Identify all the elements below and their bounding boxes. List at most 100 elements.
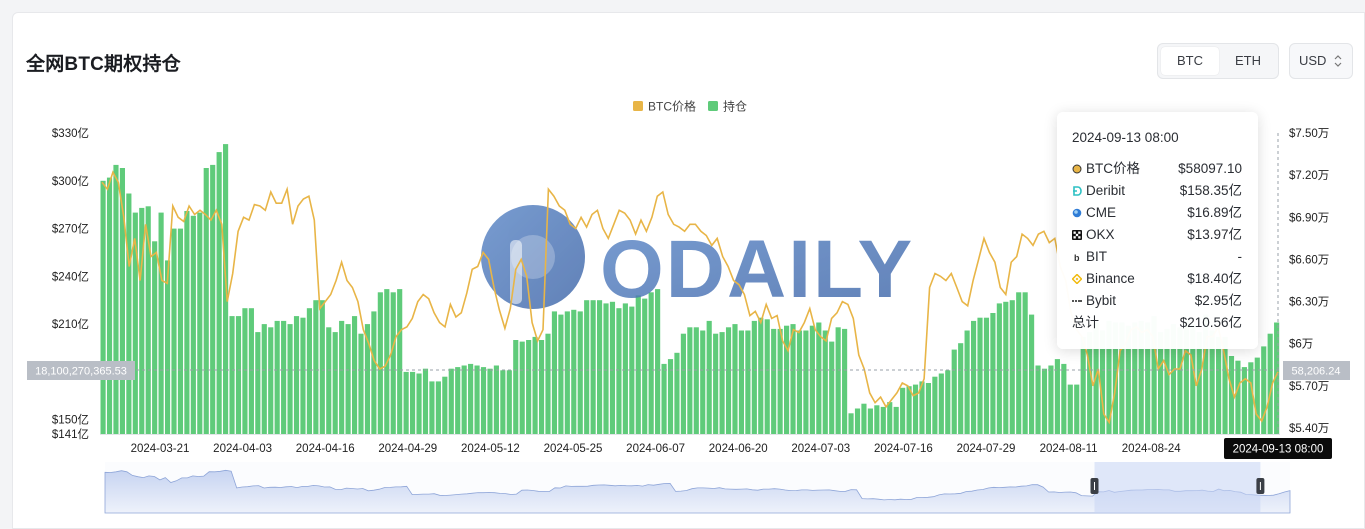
oi-bar: [990, 313, 996, 434]
tooltip-row: 总计 $210.56亿: [1072, 312, 1242, 334]
oi-bar: [461, 365, 467, 434]
oi-bar: [848, 413, 854, 434]
oi-bar: [377, 292, 383, 434]
svg-text:ODAILY: ODAILY: [600, 224, 914, 315]
navigator-selection[interactable]: [1094, 462, 1261, 513]
asset-option-eth[interactable]: ETH: [1235, 53, 1261, 68]
svg-text:b: b: [1074, 253, 1080, 262]
oi-bar: [358, 333, 364, 434]
oi-bar: [900, 387, 906, 434]
oi-bar: [919, 381, 925, 434]
oi-bar: [1248, 362, 1254, 434]
x-axis-tick: 2024-05-25: [544, 443, 603, 455]
right-axis-tick: $6.60万: [1289, 254, 1329, 266]
tooltip-row-label: Deribit: [1072, 180, 1125, 202]
oi-bar: [474, 365, 480, 434]
range-navigator[interactable]: [104, 462, 1291, 514]
oi-bar: [1132, 322, 1138, 434]
oi-bar: [1009, 300, 1015, 434]
tooltip-row: Deribit $158.35亿: [1072, 180, 1242, 202]
crosshair-left-readout-box: [27, 361, 135, 380]
currency-select[interactable]: USD: [1289, 43, 1353, 79]
chart-tooltip: 2024-09-13 08:00 BTC价格 $58097.10 Deribit $1…: [1057, 112, 1258, 349]
oi-bar: [1074, 384, 1080, 434]
oi-bar: [313, 300, 319, 434]
oi-bar: [713, 333, 719, 434]
tooltip-row-value: $158.35亿: [1179, 183, 1242, 198]
oi-bar: [1029, 314, 1035, 434]
oi-bar: [771, 328, 777, 434]
right-axis-tick: $6万: [1289, 339, 1313, 351]
legend-label-1[interactable]: 持仓: [723, 99, 747, 114]
oi-bar: [745, 330, 751, 434]
tooltip-row-label-text: Binance: [1086, 271, 1135, 286]
oi-bar: [584, 300, 590, 434]
oi-bar: [784, 325, 790, 434]
oi-bar: [203, 168, 209, 434]
oi-bar: [1145, 322, 1151, 434]
oi-bar: [551, 311, 558, 434]
oi-bar: [880, 406, 886, 434]
oi-bar: [255, 332, 261, 434]
oi-bar: [139, 207, 145, 434]
oi-bar: [152, 241, 158, 434]
oi-bar: [1203, 314, 1209, 434]
oi-bar: [603, 303, 609, 434]
legend-label-0[interactable]: BTC价格: [648, 99, 696, 114]
oi-bar: [429, 381, 435, 434]
x-axis-tick: 2024-04-16: [296, 443, 355, 455]
oi-bar: [287, 324, 293, 434]
tooltip-row-label: Binance: [1072, 268, 1135, 290]
oi-bar: [493, 365, 499, 434]
oi-bar: [306, 308, 312, 434]
oi-bar: [197, 212, 203, 434]
oi-bar: [912, 384, 919, 434]
oi-bar: [609, 301, 616, 434]
oi-bar: [248, 308, 254, 434]
oi-bar: [538, 340, 545, 434]
oi-bar: [700, 330, 706, 434]
left-axis-tick: $150亿: [52, 414, 89, 427]
right-axis-tick: $5.40万: [1289, 423, 1329, 435]
oi-bar: [1209, 330, 1215, 434]
oi-bar: [145, 206, 151, 434]
oi-bar: [448, 368, 454, 434]
oi-bar: [629, 306, 635, 434]
oi-bar: [416, 373, 422, 434]
oi-bar: [242, 308, 248, 434]
oi-bar: [938, 373, 944, 434]
oi-bar: [1164, 328, 1170, 434]
tooltip-row-value: $13.97亿: [1187, 227, 1242, 242]
oi-bar: [468, 363, 474, 434]
oi-bar: [532, 336, 538, 434]
left-axis-tick: $270亿: [52, 223, 89, 236]
oi-bar: [1035, 365, 1041, 434]
x-axis-tick: 2024-04-29: [378, 443, 437, 455]
oi-bar: [732, 324, 738, 434]
oi-bar: [274, 320, 280, 434]
x-axis-tick: 2024-03-21: [131, 443, 190, 455]
oi-bar: [1138, 320, 1144, 434]
oi-bar: [648, 292, 654, 434]
oi-bar: [932, 376, 938, 434]
x-axis-tick: 2024-08-24: [1122, 443, 1181, 455]
oi-bar: [410, 371, 416, 434]
tooltip-row-value: $18.40亿: [1187, 271, 1242, 286]
asset-option-btc[interactable]: BTC: [1161, 47, 1219, 75]
tooltip-row-label: OKX: [1072, 224, 1115, 246]
x-axis-tick: 2024-04-03: [213, 443, 272, 455]
oi-bar: [751, 320, 757, 434]
x-axis-tick: 2024-07-29: [957, 443, 1016, 455]
oi-bar: [996, 303, 1002, 434]
oi-bar: [1177, 327, 1183, 434]
oi-bar: [906, 386, 912, 434]
oi-bar: [1196, 332, 1202, 434]
oi-bar: [455, 367, 461, 434]
oi-bar: [1183, 320, 1189, 434]
oi-bar: [816, 322, 822, 434]
oi-bar: [190, 215, 196, 434]
tooltip-row-label-text: Bybit: [1086, 293, 1117, 308]
oi-bar: [571, 309, 577, 434]
oi-bar: [706, 320, 712, 434]
